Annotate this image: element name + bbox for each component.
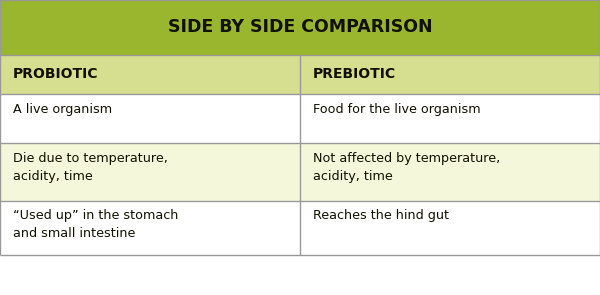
Bar [0, 143, 300, 201]
Bar [300, 143, 600, 201]
Bar [0, 0, 600, 55]
Text: PREBIOTIC: PREBIOTIC [313, 68, 397, 81]
Bar [0, 55, 600, 94]
Bar [300, 94, 600, 143]
Text: Food for the live organism: Food for the live organism [313, 103, 481, 116]
Text: SIDE BY SIDE COMPARISON: SIDE BY SIDE COMPARISON [167, 18, 433, 36]
Text: A live organism: A live organism [13, 103, 112, 116]
Bar [0, 94, 300, 143]
Bar [300, 201, 600, 255]
Text: PROBIOTIC: PROBIOTIC [13, 68, 98, 81]
Text: “Used up” in the stomach
and small intestine: “Used up” in the stomach and small intes… [13, 209, 179, 240]
Text: Not affected by temperature,
acidity, time: Not affected by temperature, acidity, ti… [313, 152, 500, 183]
Text: Die due to temperature,
acidity, time: Die due to temperature, acidity, time [13, 152, 168, 183]
Bar [0, 201, 300, 255]
Text: Reaches the hind gut: Reaches the hind gut [313, 209, 449, 222]
